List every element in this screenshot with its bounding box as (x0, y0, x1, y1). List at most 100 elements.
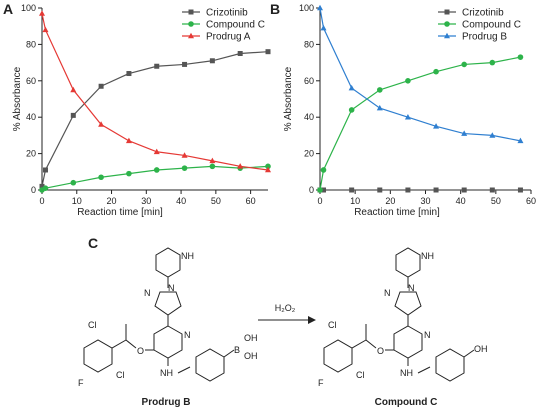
chart-b-legend-marker-2 (444, 32, 450, 39)
panel-label-c: C (88, 235, 98, 251)
chart-a: Reaction time [min] % Absorbance 0 10 20 30… (12, 3, 271, 218)
chart-b-x-tick-label: 40 (456, 196, 466, 206)
chart-a-y-tick-label: 0 (31, 185, 36, 195)
pyridine-n-right: N (424, 330, 431, 340)
chart-b-point-2 (517, 137, 524, 144)
chart-a-legend-label-1: Compound C (206, 20, 265, 31)
aryl-f-right: F (318, 378, 324, 388)
chart-a-x-label: Reaction time [min] (77, 207, 163, 218)
chart-a-point-1 (265, 163, 271, 170)
chart-a-x-tick-label: 30 (141, 196, 151, 206)
phenol-ring (435, 348, 465, 382)
chart-b-x-tick-label: 0 (317, 196, 322, 206)
reaction-arrow-group: H₂O₂ (258, 303, 316, 324)
chart-a-point-2 (39, 10, 45, 16)
chart-b-point-1 (376, 87, 383, 93)
pyrazole-ring-right (394, 291, 422, 316)
chart-a-point-1 (98, 174, 104, 181)
pyrazole-n1-right: N (384, 288, 391, 298)
chart-a-point-0 (182, 61, 188, 67)
benzyl-ring-left (195, 348, 225, 382)
chart-a-point-2 (42, 26, 49, 33)
piperidine-nh-left: NH (181, 251, 194, 261)
chart-b-point-2 (320, 24, 327, 31)
chart-a-point-0 (39, 183, 45, 189)
chart-a-point-1 (181, 165, 188, 171)
aryl-cl2-right: Cl (356, 370, 365, 380)
chart-b-point-2 (461, 130, 468, 136)
chart-b-ticks: 0 10 20 30 40 50 60 0 20 40 60 80 100 (299, 3, 536, 206)
chart-b-point-2 (489, 132, 496, 138)
amine-nh-left: NH (160, 368, 173, 378)
chart-b-legend-label-0: Crizotinib (462, 8, 504, 19)
chart-a-y-tick-label: 60 (26, 76, 36, 86)
chart-a-point-2 (181, 152, 188, 158)
chart-b-x-tick-label: 50 (491, 196, 501, 206)
aryl-cl1-left: Cl (88, 320, 97, 330)
chart-a-x-tick-label: 60 (246, 196, 256, 206)
chart-b-y-tick-label: 60 (304, 76, 314, 86)
chart-a-y-label: % Absorbance (12, 66, 23, 131)
chart-b-y-tick-label: 20 (304, 149, 314, 159)
chart-b-y-label: % Absorbance (283, 66, 294, 131)
boron-atom: B (234, 345, 240, 355)
pyridine-ring-right (393, 325, 423, 359)
chart-b-y-tick-label: 40 (304, 112, 314, 122)
chart-a-point-2 (153, 148, 160, 155)
boronic-oh1: OH (244, 333, 258, 343)
chart-b-x-tick-label: 10 (350, 196, 360, 206)
pyrazole-ring-left (154, 291, 182, 316)
chart-a-y-tick-label: 100 (21, 3, 36, 13)
chart-b-point-1 (405, 78, 411, 84)
chart-b: Reaction time [min] % Absorbance 0 10 20 30… (283, 3, 536, 218)
piperidine-ring-right (395, 247, 421, 278)
chart-a-point-2 (209, 157, 216, 164)
prodrug-b-caption: Prodrug B (142, 397, 191, 408)
chart-a-point-1 (126, 170, 132, 177)
chart-a-x-tick-label: 10 (72, 196, 82, 206)
chart-a-point-0 (42, 167, 48, 173)
chart-b-legend-label-2: Prodrug B (462, 32, 507, 43)
chart-b-series-line-1 (319, 56, 521, 191)
panel-label-a: A (3, 1, 13, 17)
aryl-f-left: F (78, 378, 84, 388)
chart-b-y-tick-label: 80 (304, 39, 314, 49)
chart-a-series (39, 10, 271, 193)
chart-a-legend-label-0: Crizotinib (206, 8, 248, 19)
chart-b-legend-marker-0 (444, 9, 450, 15)
amine-nh-right: NH (400, 368, 413, 378)
chart-a-y-tick-label: 20 (26, 149, 36, 159)
pyrazole-n1-left: N (144, 288, 151, 298)
chart-a-point-1 (209, 163, 216, 170)
panel-label-b: B (270, 1, 280, 17)
chart-b-point-0 (321, 187, 327, 193)
chart-b-legend-label-1: Compound C (462, 20, 521, 31)
chart-b-y-tick-label: 0 (309, 185, 314, 195)
chart-a-point-2 (265, 166, 271, 173)
reaction-scheme: NH N N N O Cl Cl F NH (78, 247, 488, 408)
aryl-cl2-left: Cl (116, 370, 125, 380)
piperidine-nh-right: NH (421, 251, 434, 261)
ether-o-right: O (377, 346, 384, 356)
chart-a-point-0 (70, 112, 76, 118)
chart-a-y-tick-label: 40 (26, 112, 36, 122)
piperidine-ring-left (155, 247, 181, 278)
chart-b-point-1 (348, 107, 355, 113)
chart-b-point-0 (377, 187, 383, 193)
compound-c-structure: NH N N N O Cl Cl F NH OH Compound C (318, 247, 488, 408)
chart-b-legend-marker-1 (444, 21, 450, 27)
aryl-cl1-right: Cl (328, 320, 337, 330)
chart-b-point-1 (461, 61, 467, 68)
chart-a-point-1 (153, 167, 160, 173)
chart-a-point-2 (70, 86, 77, 93)
chart-a-point-0 (265, 49, 271, 55)
chart-a-point-2 (237, 163, 244, 169)
chart-a-point-0 (154, 63, 160, 69)
chart-a-point-1 (70, 179, 77, 186)
chart-a-x-tick-label: 40 (176, 196, 186, 206)
chart-a-legend-marker-1 (188, 21, 194, 27)
chart-a-x-tick-label: 0 (39, 196, 44, 206)
